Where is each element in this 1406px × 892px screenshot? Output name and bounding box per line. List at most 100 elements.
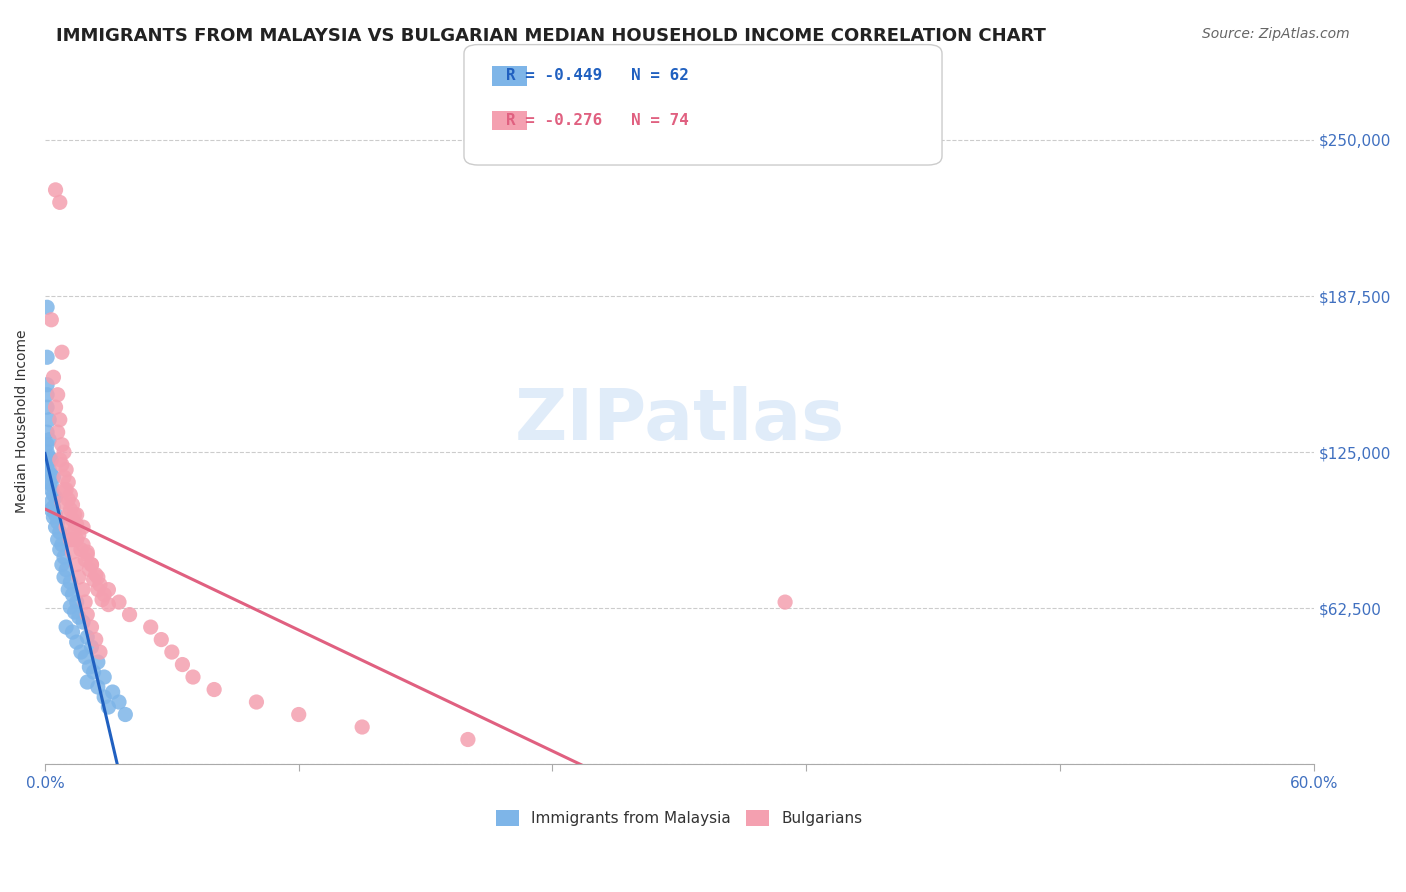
Point [35,445,58,459]
Point [62,533,84,547]
Point [93,588,115,602]
Point [42,510,65,524]
Point [55,463,77,477]
Point [76,675,98,690]
Point [51,438,73,452]
Text: IMMIGRANTS FROM MALAYSIA VS BULGARIAN MEDIAN HOUSEHOLD INCOME CORRELATION CHART: IMMIGRANTS FROM MALAYSIA VS BULGARIAN ME… [56,27,1046,45]
Point [80,620,103,634]
Point [35,438,58,452]
Point [352,720,374,734]
Text: R = -0.449   N = 62: R = -0.449 N = 62 [506,69,689,83]
Point [202,682,225,697]
Point [46,425,69,440]
Point [108,595,131,609]
Point [70,645,93,659]
Point [51,495,73,509]
Point [39,452,62,467]
Point [59,488,82,502]
Point [66,595,89,609]
Point [45,183,67,197]
Point [49,525,72,540]
Point [58,475,80,490]
Point [172,657,194,672]
Point [80,640,103,654]
Point [49,542,72,557]
Point [53,470,76,484]
Point [70,542,93,557]
Point [114,707,136,722]
Point [76,630,98,644]
Point [66,558,89,572]
Point [160,645,183,659]
Point [58,508,80,522]
Point [63,605,86,619]
Point [79,660,101,674]
Point [55,620,77,634]
Point [39,312,62,326]
Point [42,370,65,384]
Point [83,665,105,679]
Point [58,492,80,507]
Point [97,582,120,597]
Point [72,520,94,534]
Point [63,508,86,522]
Point [72,582,94,597]
Point [80,558,103,572]
Point [45,490,67,504]
Point [35,388,58,402]
Point [89,645,111,659]
Point [59,502,82,516]
Point [75,595,97,609]
Point [39,467,62,482]
Point [93,670,115,684]
Point [139,620,162,634]
Point [45,520,67,534]
Point [108,695,131,709]
Point [55,520,77,534]
Point [42,500,65,515]
Point [53,445,76,459]
Point [62,545,84,559]
Point [87,680,110,694]
Point [38,433,60,447]
Point [38,463,60,477]
Point [63,523,86,537]
Point [51,538,73,552]
Point [59,600,82,615]
Point [76,607,98,622]
Point [87,570,110,584]
Point [66,533,89,547]
Point [181,670,204,684]
Point [66,635,89,649]
Point [39,483,62,497]
Point [75,650,97,665]
Point [35,377,58,392]
Point [87,582,110,597]
Point [72,538,94,552]
Point [93,690,115,704]
Point [118,607,141,622]
Point [59,533,82,547]
Point [45,508,67,522]
Point [62,498,84,512]
Point [150,632,173,647]
Point [84,632,107,647]
Point [49,195,72,210]
Legend: Immigrants from Malaysia, Bulgarians: Immigrants from Malaysia, Bulgarians [491,805,869,832]
Point [72,615,94,629]
Point [67,610,90,624]
Point [53,483,76,497]
Point [62,513,84,527]
Point [79,563,101,577]
Point [245,695,267,709]
Point [58,582,80,597]
Point [38,450,60,465]
Point [287,707,309,722]
Point [42,488,65,502]
Point [35,351,58,365]
Point [97,700,120,714]
Y-axis label: Median Household Income: Median Household Income [15,329,30,513]
Point [51,458,73,472]
Point [59,575,82,590]
Point [80,558,103,572]
